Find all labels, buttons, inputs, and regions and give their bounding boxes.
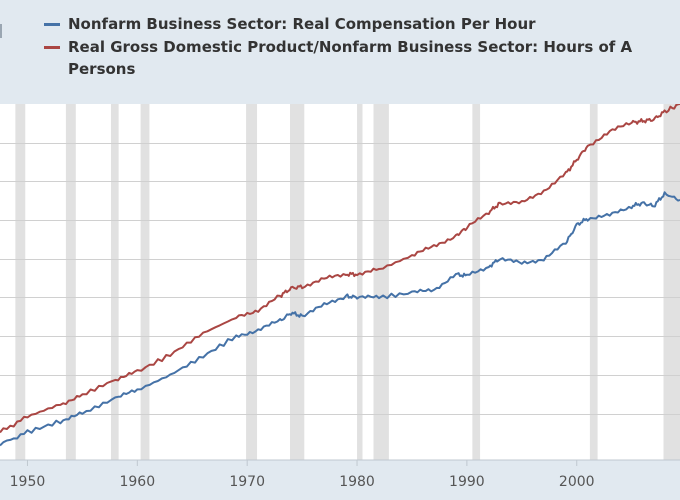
x-tick-label: 1970 xyxy=(229,474,265,490)
legend-label: Nonfarm Business Sector: Real Compensati… xyxy=(68,15,536,33)
recession-band xyxy=(110,104,119,460)
legend-label: Real Gross Domestic Product/Nonfarm Busi… xyxy=(68,38,633,56)
recession-band xyxy=(140,104,150,460)
legend-swatch-blue xyxy=(44,23,60,26)
x-tick-label: 1980 xyxy=(339,474,375,490)
x-tick-label: 1960 xyxy=(119,474,155,490)
recession-bands xyxy=(15,104,680,460)
series-line-1[interactable] xyxy=(0,104,680,434)
recession-band xyxy=(589,104,598,460)
grid-lines xyxy=(0,143,680,415)
series-lines xyxy=(0,104,680,447)
recession-band xyxy=(15,104,26,460)
legend-label-continued: Persons xyxy=(68,60,136,78)
recession-band xyxy=(373,104,389,460)
chart-legend: Nonfarm Business Sector: Real Compensati… xyxy=(0,0,680,104)
x-tick-label: 1950 xyxy=(10,474,46,490)
recession-band xyxy=(246,104,258,460)
menu-edge-icon xyxy=(0,24,6,38)
chart-plot: 1950 1960 1970 1980 1990 2000 xyxy=(0,104,680,490)
recession-band xyxy=(357,104,363,460)
legend-swatch-red xyxy=(44,46,60,49)
x-tick-label: 1990 xyxy=(449,474,485,490)
series-line-0[interactable] xyxy=(0,191,680,447)
x-axis-ticks: 1950 1960 1970 1980 1990 2000 xyxy=(10,460,595,490)
recession-band xyxy=(65,104,76,460)
x-tick-label: 2000 xyxy=(559,474,595,490)
recession-band xyxy=(472,104,481,460)
recession-band xyxy=(663,104,680,460)
recession-band xyxy=(290,104,305,460)
